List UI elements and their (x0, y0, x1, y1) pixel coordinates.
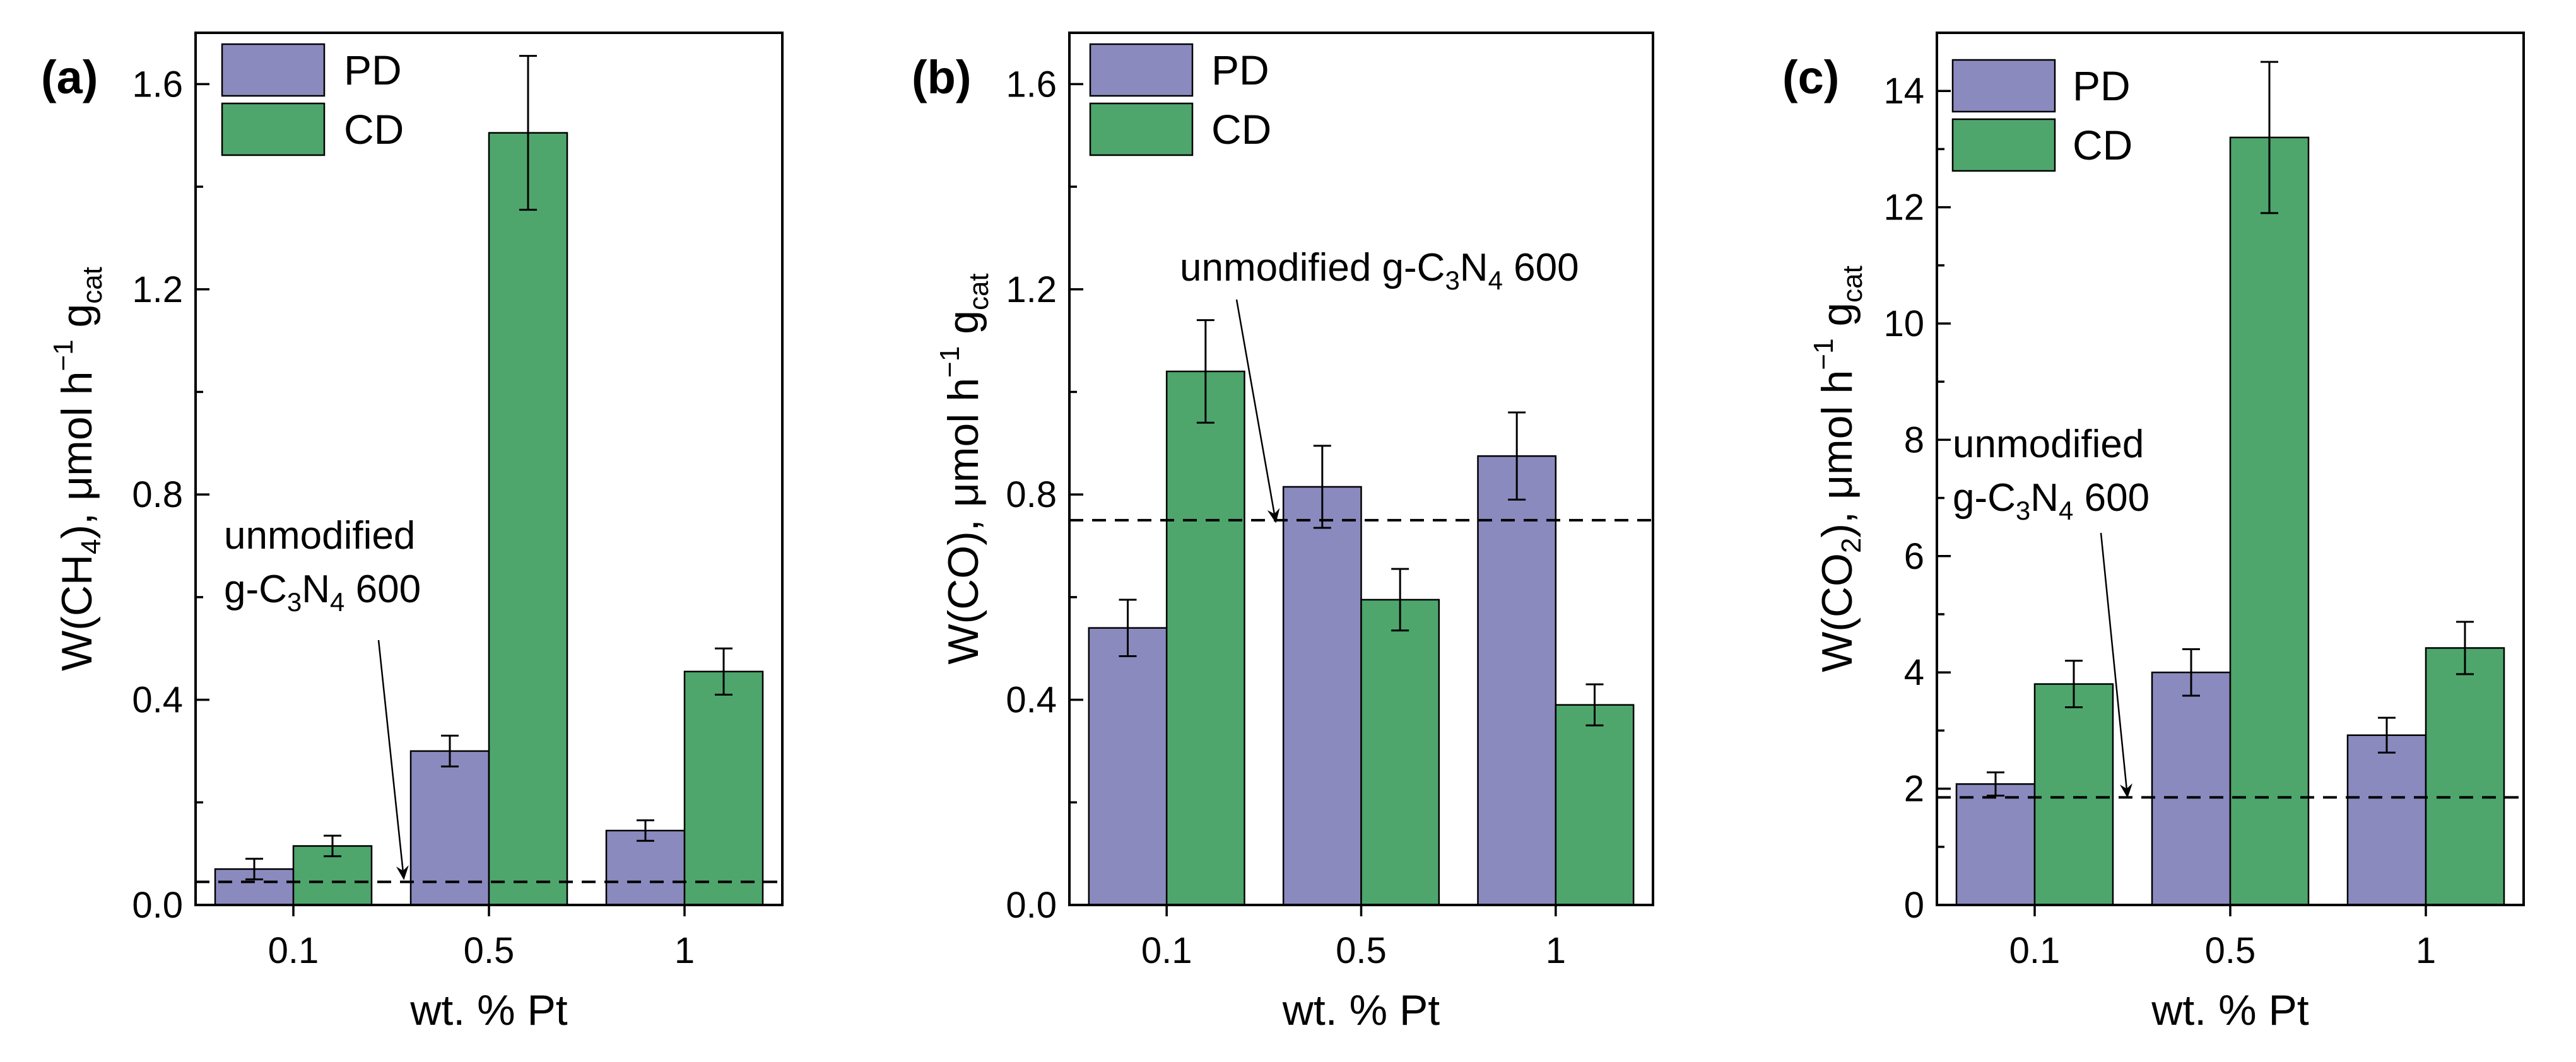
bar-cd-1 (683, 670, 764, 906)
x-tick-label: 1 (674, 930, 695, 971)
y-tick-label: 0.0 (1006, 885, 1057, 926)
legend-label-pd: PD (344, 47, 402, 93)
x-tick-label: 0.1 (1141, 930, 1192, 971)
legend-swatch-cd (221, 102, 326, 156)
y-tick-label: 0.0 (132, 885, 183, 926)
reference-label-line1: unmodified (224, 514, 415, 557)
y-tick-label: 0.8 (132, 474, 183, 515)
bar-cd-1 (2425, 647, 2505, 906)
y-tick-label: 0.8 (1006, 474, 1057, 515)
y-tick-label: 1.2 (1006, 269, 1057, 310)
reference-arrow (1235, 299, 1280, 523)
reference-arrow (2100, 532, 2132, 798)
panel-c: 0 2 4 6 8 10 12 14 0.1 0.5 1 wt. % Pt W(CO2), μmol h… (1782, 32, 2525, 1034)
y-tick-label: 10 (1883, 303, 1924, 344)
panel-label: (b) (912, 51, 972, 103)
panel-a: 0.0 0.4 0.8 1.2 1.6 0.1 0.5 1 wt. % Pt W(CH4), μm… (41, 32, 784, 1034)
y-tick-label: 1.6 (132, 64, 183, 105)
x-axis-title: wt. % Pt (409, 986, 567, 1034)
y-tick-label: 8 (1904, 419, 1924, 460)
x-axis-title: wt. % Pt (2151, 986, 2308, 1034)
bar-cd-0.5 (1360, 598, 1440, 906)
y-tick-label: 1.2 (132, 269, 183, 310)
legend-label-cd: CD (1211, 106, 1271, 153)
bar-cd-0.1 (1165, 370, 1245, 906)
legend-swatch-cd (1951, 118, 2056, 172)
legend-label-cd: CD (344, 106, 404, 153)
x-tick-label: 1 (1546, 930, 1566, 971)
panel-b: 0.0 0.4 0.8 1.2 1.6 0.1 0.5 1 wt. % Pt W(CO), μmo… (912, 32, 1654, 1034)
y-tick-label: 0.4 (1006, 680, 1057, 721)
y-tick-label: 14 (1883, 71, 1924, 112)
y-tick-label: 2 (1904, 769, 1924, 810)
x-tick-label: 0.1 (268, 930, 319, 971)
bar-cd-0.5 (488, 132, 568, 906)
legend-swatch-cd (1089, 102, 1194, 156)
x-axis-title: wt. % Pt (1282, 986, 1440, 1034)
reference-arrow (377, 639, 409, 880)
bar-cd-0.5 (2229, 136, 2310, 906)
panel-label: (a) (41, 51, 98, 103)
bar-pd-0.5 (2151, 671, 2232, 906)
legend-label-cd: CD (2073, 122, 2132, 168)
y-tick-label: 1.6 (1006, 64, 1057, 105)
y-axis-title: W(CO), μmol h−1 gcat (934, 273, 994, 664)
bar-pd-1 (2346, 734, 2427, 906)
bar-cd-1 (1555, 704, 1635, 906)
y-tick-label: 0 (1904, 885, 1924, 926)
bar-pd-0.1 (1955, 783, 2036, 906)
bar-cd-0.1 (2033, 683, 2114, 906)
x-tick-label: 1 (2416, 930, 2436, 971)
reference-label-line2: unmodified g-C3N4 600 (1180, 246, 1579, 295)
legend-swatch-pd (1089, 43, 1194, 97)
x-tick-label: 0.5 (2205, 930, 2256, 971)
legend-swatch-pd (221, 43, 326, 97)
y-axis-title: W(CH4), μmol h−1 gcat (48, 267, 108, 671)
reference-label-line2: g-C3N4 600 (1953, 476, 2150, 525)
legend-label-pd: PD (1211, 47, 1269, 93)
x-tick-label: 0.1 (2009, 930, 2061, 971)
x-tick-label: 0.5 (464, 930, 515, 971)
y-tick-label: 0.4 (132, 680, 183, 721)
bar-pd-1 (1477, 455, 1557, 906)
y-tick-label: 6 (1904, 536, 1924, 577)
reference-label-line2: g-C3N4 600 (224, 568, 421, 617)
y-axis-title: W(CO2), μmol h−1 gcat (1808, 266, 1868, 672)
y-tick-label: 4 (1904, 652, 1924, 693)
legend-swatch-pd (1951, 59, 2056, 113)
legend-label-pd: PD (2073, 62, 2131, 109)
x-tick-label: 0.5 (1336, 930, 1387, 971)
y-tick-label: 12 (1883, 187, 1924, 228)
bar-pd-0.1 (1088, 627, 1168, 906)
bar-pd-0.5 (1282, 486, 1362, 906)
panel-label: (c) (1782, 51, 1839, 103)
reference-label-line1: unmodified (1953, 423, 2144, 466)
